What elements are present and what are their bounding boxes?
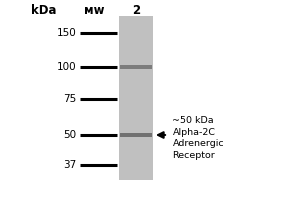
- Text: мw: мw: [84, 4, 105, 18]
- Bar: [120, 133, 152, 137]
- Text: 100: 100: [57, 62, 76, 72]
- Bar: [120, 65, 152, 69]
- Text: 37: 37: [63, 160, 76, 170]
- Text: 50: 50: [63, 130, 76, 140]
- Text: ~50 kDa
Alpha-2C
Adrenergic
Receptor: ~50 kDa Alpha-2C Adrenergic Receptor: [172, 116, 224, 160]
- Text: 2: 2: [132, 4, 141, 18]
- Text: kDa: kDa: [31, 4, 56, 18]
- Bar: [118, 16, 153, 180]
- Text: 150: 150: [57, 28, 76, 38]
- Text: 75: 75: [63, 94, 76, 104]
